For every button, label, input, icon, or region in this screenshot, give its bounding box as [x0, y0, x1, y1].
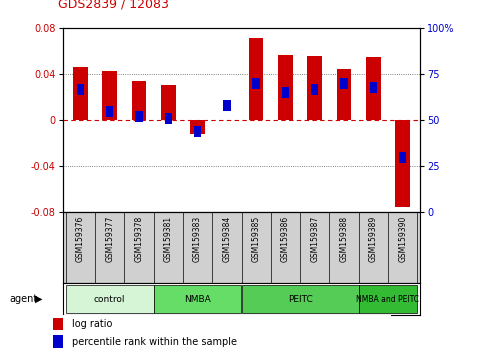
Bar	[154, 285, 242, 314]
Text: GSM159381: GSM159381	[164, 216, 173, 262]
Bar	[66, 285, 154, 314]
Bar	[102, 71, 117, 120]
Text: GSM159384: GSM159384	[222, 216, 231, 262]
Text: ▶: ▶	[35, 294, 43, 304]
Text: agent: agent	[10, 294, 38, 304]
Bar	[132, 81, 146, 120]
Text: PEITC: PEITC	[288, 295, 313, 304]
Text: NMBA and PEITC: NMBA and PEITC	[356, 295, 419, 304]
Bar	[307, 56, 322, 120]
Bar	[194, 126, 201, 137]
Bar	[53, 318, 63, 330]
Text: GSM159383: GSM159383	[193, 216, 202, 262]
Text: control: control	[94, 295, 126, 304]
Bar	[249, 38, 263, 120]
Bar	[53, 335, 63, 348]
Text: GSM159378: GSM159378	[134, 216, 143, 262]
Bar	[77, 84, 84, 95]
Bar	[311, 84, 318, 95]
Bar	[242, 285, 359, 314]
Bar	[282, 87, 289, 98]
Bar	[278, 55, 293, 120]
Text: GSM159388: GSM159388	[340, 216, 349, 262]
Bar	[161, 85, 176, 120]
Text: GSM159377: GSM159377	[105, 216, 114, 262]
Bar	[341, 78, 348, 89]
Text: GSM159390: GSM159390	[398, 216, 407, 262]
Text: GSM159385: GSM159385	[252, 216, 261, 262]
Text: GSM159389: GSM159389	[369, 216, 378, 262]
Bar	[135, 111, 142, 122]
Bar	[395, 120, 410, 207]
Text: log ratio: log ratio	[71, 319, 112, 329]
Text: GDS2839 / 12083: GDS2839 / 12083	[58, 0, 169, 11]
Bar	[73, 67, 88, 120]
Bar	[369, 82, 377, 93]
Bar	[223, 100, 230, 111]
Text: percentile rank within the sample: percentile rank within the sample	[71, 337, 237, 347]
Text: GSM159376: GSM159376	[76, 216, 85, 262]
Bar	[165, 113, 172, 124]
Bar	[359, 285, 417, 314]
Bar	[190, 120, 205, 134]
Bar	[399, 152, 406, 163]
Bar	[253, 78, 260, 89]
Bar	[337, 69, 351, 120]
Text: GSM159386: GSM159386	[281, 216, 290, 262]
Bar	[106, 105, 114, 117]
Bar	[366, 57, 381, 120]
Text: GSM159387: GSM159387	[310, 216, 319, 262]
Text: NMBA: NMBA	[184, 295, 211, 304]
